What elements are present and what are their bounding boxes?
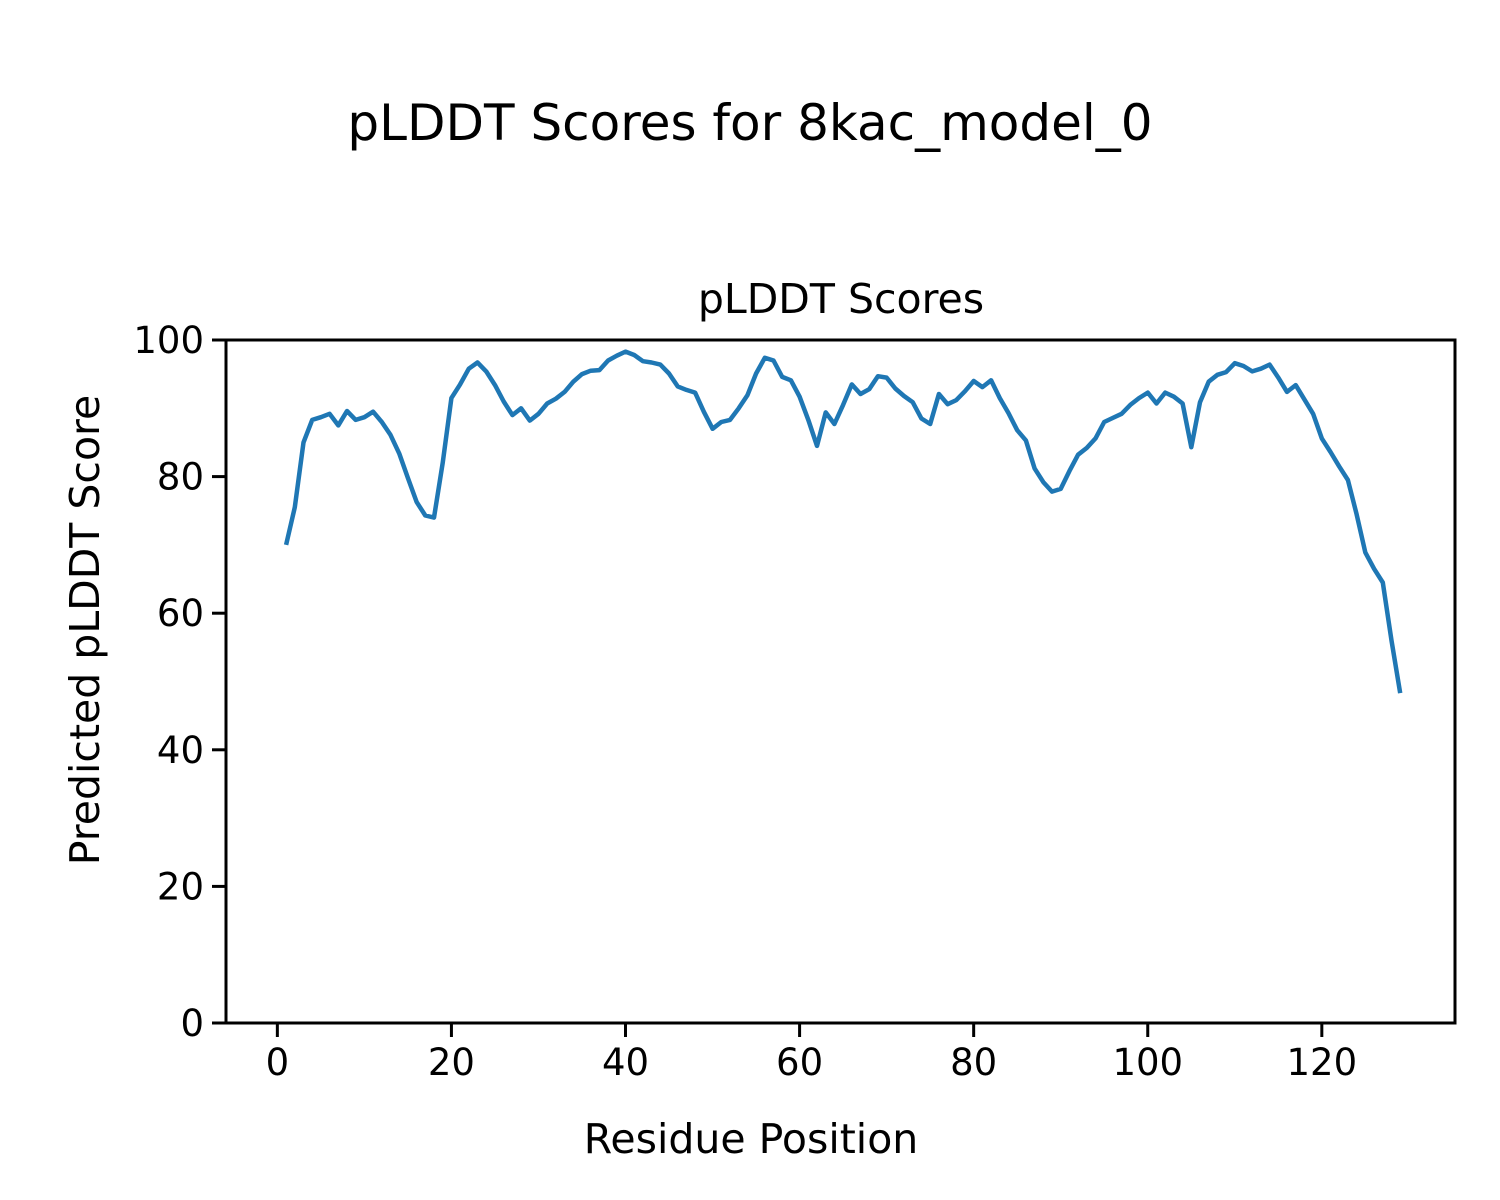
x-axis-ticks: 0 20 40 60 80 100 120 bbox=[266, 1023, 1358, 1084]
axes-frame bbox=[224, 338, 1457, 1025]
y-axis-ticks: 0 20 40 60 80 100 bbox=[133, 319, 226, 1045]
y-tick-label: 80 bbox=[157, 456, 204, 499]
y-tick-label: 40 bbox=[157, 729, 204, 772]
x-tick-label: 120 bbox=[1287, 1041, 1358, 1084]
axes-title: pLDDT Scores bbox=[698, 275, 984, 323]
x-tick-label: 60 bbox=[776, 1041, 823, 1084]
figure-suptitle: pLDDT Scores for 8kac_model_0 bbox=[347, 94, 1153, 152]
x-tick-label: 20 bbox=[428, 1041, 475, 1084]
x-tick-label: 0 bbox=[266, 1041, 290, 1084]
x-axis-label: Residue Position bbox=[584, 1115, 919, 1163]
y-tick-label: 0 bbox=[180, 1002, 204, 1045]
y-tick-label: 100 bbox=[133, 319, 204, 362]
x-tick-label: 100 bbox=[1112, 1041, 1183, 1084]
x-tick-label: 40 bbox=[602, 1041, 649, 1084]
plddt-score-line bbox=[283, 349, 1403, 694]
y-axis-label: Predicted pLDDT Score bbox=[61, 395, 109, 865]
y-tick-label: 60 bbox=[157, 592, 204, 635]
x-tick-label: 80 bbox=[950, 1041, 997, 1084]
y-tick-label: 20 bbox=[157, 865, 204, 908]
